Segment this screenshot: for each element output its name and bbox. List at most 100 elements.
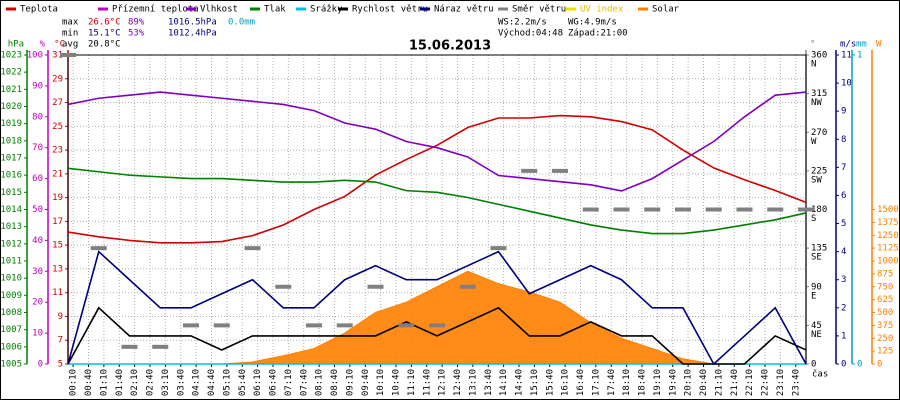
y-tick-label: 1012 bbox=[0, 239, 22, 249]
y-tick-label: 1007 bbox=[0, 325, 22, 335]
y-tick-label: 29 bbox=[52, 74, 63, 84]
y-tick-label: 750 bbox=[877, 282, 893, 292]
compass-label: SE bbox=[811, 253, 822, 263]
y-tick-label: 0 bbox=[38, 360, 43, 370]
x-tick-label: 08:40 bbox=[330, 369, 340, 396]
y-tick-label: 0 bbox=[841, 360, 846, 370]
y-tick-label: 1250 bbox=[877, 231, 899, 241]
y-tick-label: 9 bbox=[58, 312, 63, 322]
direction-dash bbox=[152, 344, 169, 349]
legend-label: Rychlost větru bbox=[352, 5, 428, 15]
stats-label: avg bbox=[62, 40, 78, 50]
x-tick-label: 16:10 bbox=[561, 369, 571, 396]
y-tick-label: 1013 bbox=[0, 222, 22, 232]
y-tick-label: 60 bbox=[32, 174, 43, 184]
x-tick-label: 05:40 bbox=[238, 369, 248, 396]
series-line bbox=[67, 167, 807, 235]
y-tick-label: 1015 bbox=[0, 188, 22, 198]
x-tick-label: 14:40 bbox=[515, 369, 525, 396]
y-tick-label: 875 bbox=[877, 269, 893, 279]
stats-value: 15.1°C bbox=[88, 29, 121, 39]
x-tick-label: 14:10 bbox=[499, 369, 509, 396]
y-tick-label: 17 bbox=[52, 217, 63, 227]
y-tick-label: 1000 bbox=[877, 257, 899, 267]
y-tick-label: 315 bbox=[811, 89, 827, 99]
y-tick-label: 50 bbox=[32, 205, 43, 215]
direction-dash bbox=[705, 207, 722, 212]
x-tick-label: 06:10 bbox=[253, 369, 263, 396]
y-tick-label: 1017 bbox=[0, 154, 22, 164]
y-tick-label: 10 bbox=[841, 79, 852, 89]
direction-dash bbox=[367, 284, 384, 289]
direction-dash bbox=[90, 246, 107, 251]
chart-title: 15.06.2013 bbox=[409, 39, 491, 54]
x-axis-label: čas bbox=[812, 369, 828, 380]
series-line bbox=[67, 250, 807, 366]
compass-label: W bbox=[811, 137, 817, 147]
x-tick-label: 02:10 bbox=[130, 369, 140, 396]
axis-unit: W bbox=[876, 40, 882, 50]
legend-label: Přízemní teplota bbox=[112, 5, 199, 15]
legend-label: Směr větru bbox=[512, 5, 566, 15]
direction-dash bbox=[798, 207, 814, 212]
y-tick-label: 13 bbox=[52, 264, 63, 274]
stats-value: 1016.5hPa bbox=[168, 18, 217, 28]
x-tick-label: 16:40 bbox=[576, 369, 586, 396]
legend-label: Solar bbox=[652, 5, 680, 15]
y-tick-label: 1022 bbox=[0, 68, 22, 78]
y-tick-label: 27 bbox=[52, 98, 63, 108]
x-tick-label: 03:40 bbox=[176, 369, 186, 396]
y-tick-label: 15 bbox=[52, 241, 63, 251]
y-tick-label: 1021 bbox=[0, 85, 22, 95]
compass-label: NW bbox=[811, 98, 822, 108]
y-tick-label: 225 bbox=[811, 166, 827, 176]
direction-dash bbox=[459, 284, 476, 289]
y-tick-label: 125 bbox=[877, 347, 893, 357]
direction-dash bbox=[582, 207, 599, 212]
x-tick-label: 17:40 bbox=[607, 369, 617, 396]
x-tick-label: 08:10 bbox=[315, 369, 325, 396]
direction-dash bbox=[552, 168, 568, 173]
stats-value: 0.0mm bbox=[228, 18, 255, 28]
x-tick-label: 20:10 bbox=[684, 369, 694, 396]
legend-label: Vlhkost bbox=[200, 5, 238, 15]
y-tick-label: 1014 bbox=[0, 205, 22, 215]
y-tick-label: 1125 bbox=[877, 244, 899, 254]
x-tick-label: 13:40 bbox=[484, 369, 494, 396]
stats-value: 89% bbox=[128, 18, 145, 28]
axis-unit: ° bbox=[810, 40, 815, 50]
direction-dash bbox=[490, 246, 507, 251]
y-tick-label: 1018 bbox=[0, 136, 22, 146]
x-tick-label: 07:40 bbox=[299, 369, 309, 396]
direction-dash bbox=[767, 207, 784, 212]
x-tick-label: 01:40 bbox=[115, 369, 125, 396]
stats-value: 26.6°C bbox=[88, 18, 121, 28]
y-tick-label: 625 bbox=[877, 295, 893, 305]
x-tick-label: 04:10 bbox=[192, 369, 202, 396]
x-tick-label: 05:10 bbox=[222, 369, 232, 396]
axis-unit: °C bbox=[54, 40, 65, 50]
y-tick-label: 500 bbox=[877, 308, 893, 318]
x-tick-label: 23:10 bbox=[776, 369, 786, 396]
y-tick-label: 0 bbox=[877, 360, 882, 370]
x-tick-label: 01:10 bbox=[99, 369, 109, 396]
x-tick-label: 21:40 bbox=[730, 369, 740, 396]
y-tick-label: 31 bbox=[52, 51, 63, 61]
stats-value: 1012.4hPa bbox=[168, 29, 217, 39]
x-tick-label: 03:10 bbox=[161, 369, 171, 396]
y-tick-label: 19 bbox=[52, 193, 63, 203]
axis-unit: m/s bbox=[840, 40, 856, 50]
compass-label: SW bbox=[811, 175, 822, 185]
x-tick-label: 09:40 bbox=[361, 369, 371, 396]
legend-label: Tlak bbox=[264, 5, 286, 15]
stats-value: 20.8°C bbox=[88, 40, 121, 50]
y-tick-label: 25 bbox=[52, 122, 63, 132]
x-tick-label: 12:40 bbox=[453, 369, 463, 396]
compass-label: NE bbox=[811, 330, 822, 340]
y-tick-label: 1009 bbox=[0, 291, 22, 301]
y-tick-label: 8 bbox=[841, 135, 846, 145]
y-tick-label: 90 bbox=[811, 282, 822, 292]
x-tick-label: 02:40 bbox=[146, 369, 156, 396]
direction-dash bbox=[675, 207, 691, 212]
legend-label: Náraz větru bbox=[434, 5, 494, 15]
